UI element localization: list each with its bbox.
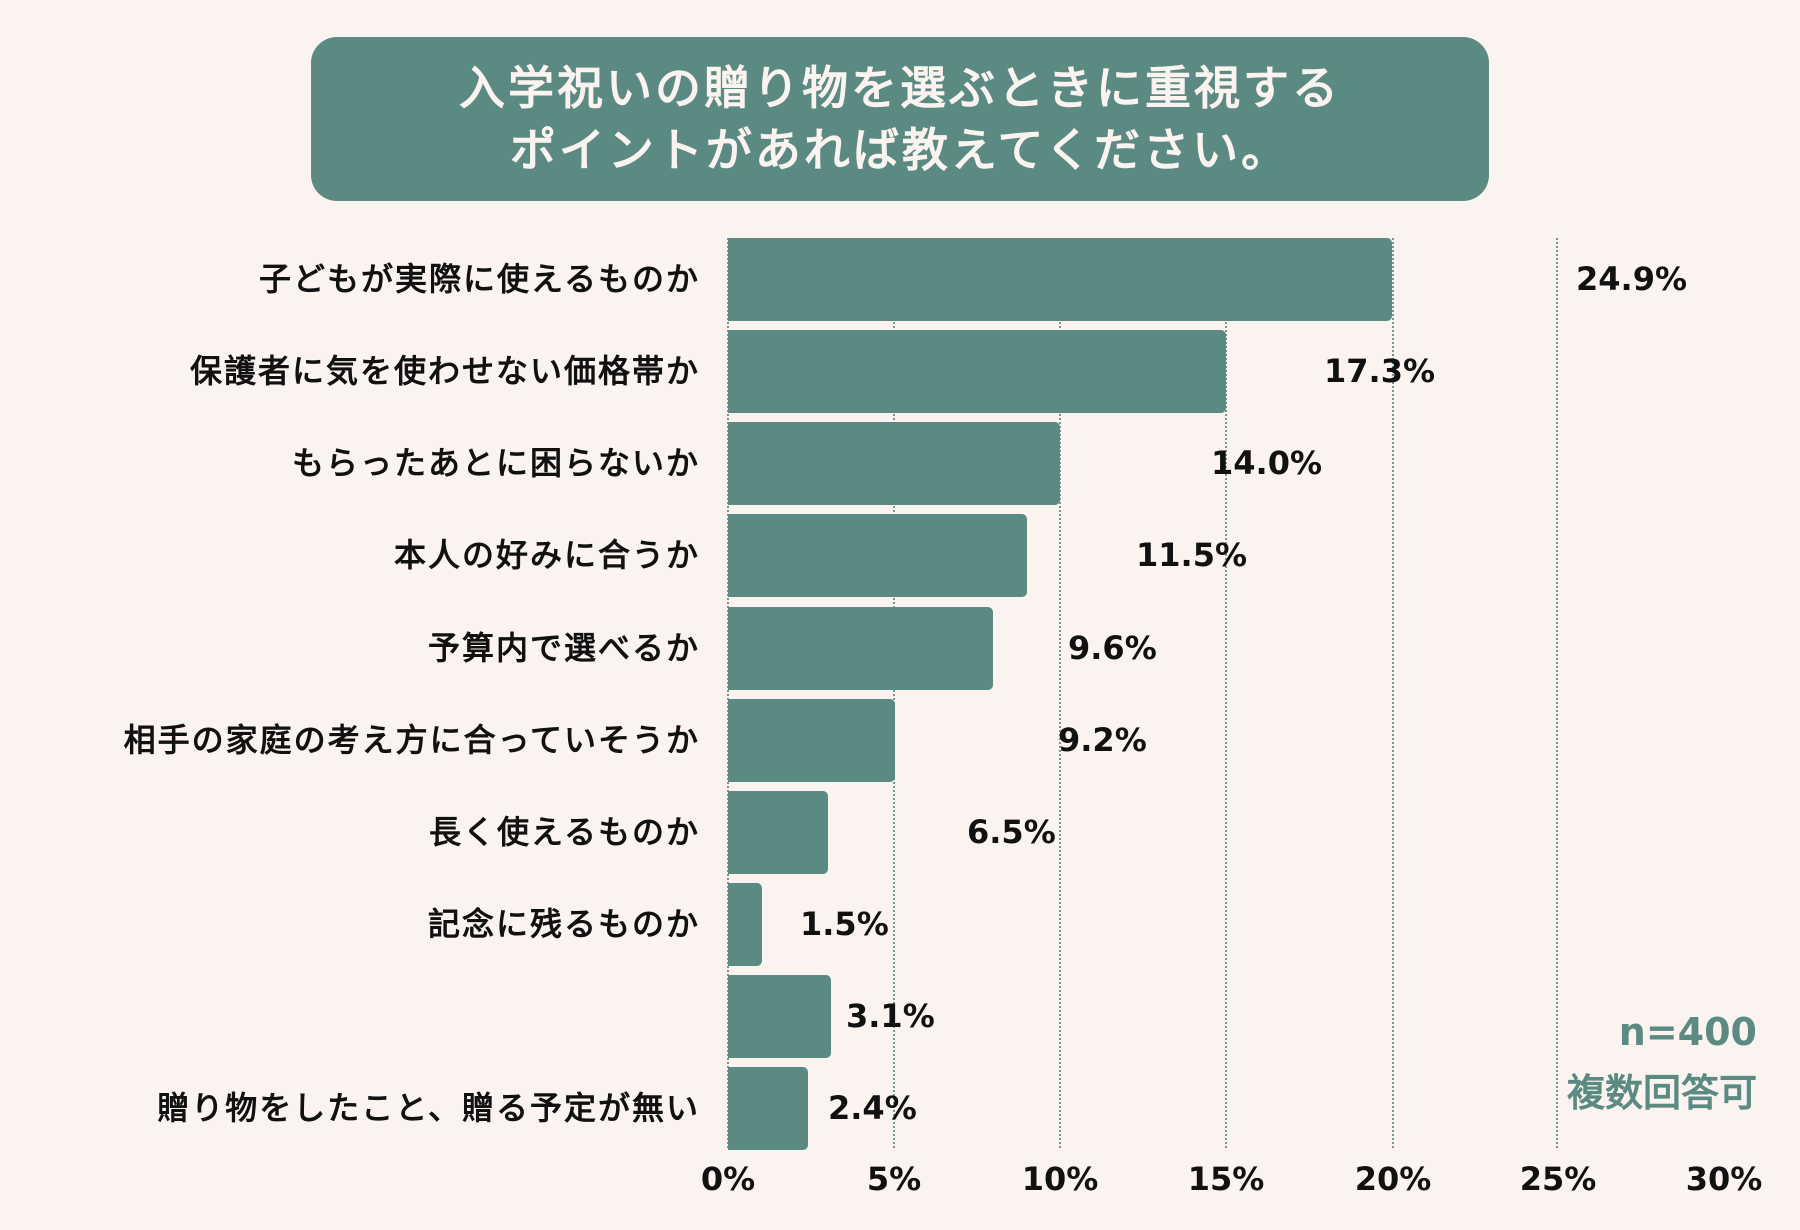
category-label: 長く使えるものか [428, 813, 700, 851]
gridline-10 [1059, 238, 1061, 1148]
value-label: 1.5% [800, 905, 889, 943]
category-label: 保護者に気を使わせない価格帯か [189, 352, 700, 390]
bar [728, 422, 1060, 505]
bar [728, 791, 828, 874]
axis-line-0 [727, 238, 729, 1148]
bar [728, 699, 895, 782]
x-tick-label: 15% [1187, 1160, 1265, 1198]
bar [728, 330, 1226, 413]
value-label: 9.2% [1058, 721, 1147, 759]
bar [728, 975, 831, 1058]
bar [728, 607, 993, 690]
category-label: 予算内で選べるか [427, 629, 700, 667]
value-label: 14.0% [1211, 444, 1323, 482]
value-label: 17.3% [1324, 352, 1436, 390]
x-tick-label: 30% [1685, 1160, 1763, 1198]
x-tick-label: 20% [1354, 1160, 1432, 1198]
x-tick-label: 10% [1021, 1160, 1099, 1198]
bar [728, 1067, 808, 1150]
chart-title-line-1: 入学祝いの贈り物を選ぶときに重視する [459, 61, 1341, 115]
gridline-5 [893, 238, 895, 1148]
chart-title-line-2: ポイントがあれば教えてください。 [509, 123, 1291, 177]
category-label: もらったあとに困らないか [291, 444, 700, 482]
value-label: 9.6% [1068, 629, 1157, 667]
value-label: 2.4% [828, 1089, 917, 1127]
bar [728, 883, 762, 966]
category-label: 本人の好みに合うか [393, 536, 700, 574]
category-label: 贈り物をしたこと、贈る予定が無い [157, 1089, 700, 1127]
gridline-25 [1556, 238, 1558, 1148]
bar [728, 238, 1392, 321]
x-tick-label: 0% [700, 1160, 756, 1198]
value-label: 3.1% [846, 997, 935, 1035]
value-label: 11.5% [1136, 536, 1248, 574]
bar [728, 514, 1027, 597]
chart-title-box: 入学祝いの贈り物を選ぶときに重視する ポイントがあれば教えてください。 [311, 37, 1489, 201]
category-label: 相手の家庭の考え方に合っていそうか [123, 721, 700, 759]
gridline-20 [1392, 238, 1394, 1148]
value-label: 24.9% [1576, 260, 1688, 298]
x-tick-label: 5% [866, 1160, 922, 1198]
category-label: 子どもが実際に使えるものか [258, 260, 700, 298]
multiple-answer-note: 複数回答可 [1566, 1071, 1757, 1115]
category-label: 記念に残るものか [427, 905, 700, 943]
gridline-15 [1225, 238, 1227, 1148]
value-label: 6.5% [967, 813, 1056, 851]
x-tick-label: 25% [1519, 1160, 1597, 1198]
sample-size-note: n=400 [1618, 1010, 1757, 1054]
